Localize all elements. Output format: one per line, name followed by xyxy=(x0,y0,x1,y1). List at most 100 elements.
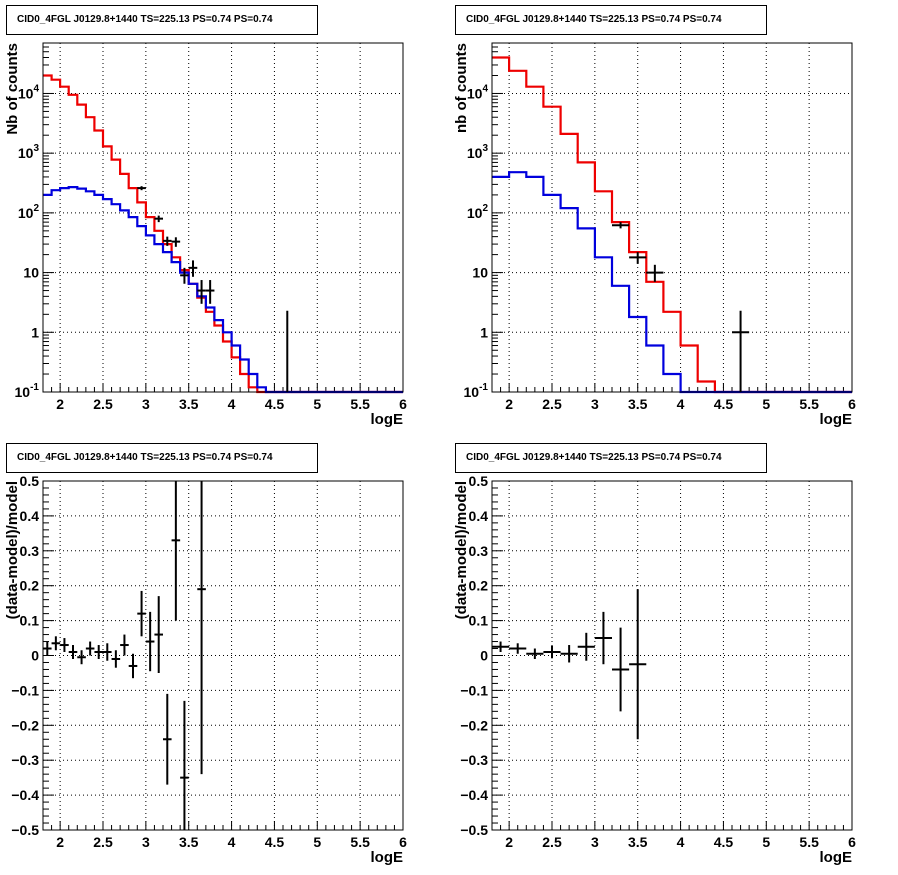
x-tick-label: 4.5 xyxy=(714,396,734,412)
x-tick-label: 5.5 xyxy=(350,834,370,850)
y-tick-label: 1 xyxy=(480,324,488,340)
data-point xyxy=(163,236,172,246)
data-point xyxy=(629,252,647,264)
data-point xyxy=(509,643,527,654)
x-tick-label: 6 xyxy=(848,396,856,412)
y-tick-label: −0.3 xyxy=(460,752,488,768)
x-tick-label: 3 xyxy=(142,834,150,850)
x-tick-label: 5 xyxy=(313,834,321,850)
x-tick-label: 3 xyxy=(591,834,599,850)
y-tick-labels: −0.5 −0.4 −0.3 −0.2 −0.1 0 0.1 0.2 0.3 0.4 0.5 xyxy=(11,473,39,838)
x-axis-label: logE xyxy=(820,849,853,866)
x-tick-label: 2.5 xyxy=(93,834,113,850)
data-point xyxy=(111,650,121,668)
x-tick-label: 6 xyxy=(848,834,856,850)
x-tick-label: 3.5 xyxy=(628,396,648,412)
x-tick-label: 5.5 xyxy=(799,396,819,412)
y-tick-label: −0.2 xyxy=(11,717,39,733)
y-axis-label: (data-model)/model xyxy=(453,481,470,619)
data-point xyxy=(77,650,86,665)
y-tick-label: 0.3 xyxy=(20,543,40,559)
data-point xyxy=(526,648,544,659)
data-point xyxy=(137,590,146,637)
chart-panel-4: 2 2.5 3 3.5 4 4.5 5 5.5 6 −0.5 −0.4 −0.3 −0.2 −0.1 0 0.… xyxy=(453,473,856,866)
data-point xyxy=(145,611,155,672)
x-tick-label: 2 xyxy=(56,396,64,412)
y-axis-label: (data-model)/model xyxy=(4,481,21,619)
y-tick-label: 10 xyxy=(23,265,39,281)
y-tick-label: 0.3 xyxy=(469,543,489,559)
y-tick-label: 103 xyxy=(18,143,40,161)
x-tick-label: 4 xyxy=(228,834,236,850)
x-tick-label: 4.5 xyxy=(265,396,285,412)
data-points xyxy=(137,186,289,392)
data-point xyxy=(171,237,181,247)
data-point xyxy=(612,627,630,712)
y-tick-label: −0.1 xyxy=(11,682,39,698)
y-tick-label: −0.5 xyxy=(460,822,488,838)
data-point xyxy=(180,267,189,284)
data-point xyxy=(85,641,95,656)
data-point xyxy=(94,645,103,659)
x-axis-label: logE xyxy=(371,411,404,428)
y-tick-label: 102 xyxy=(467,203,489,221)
y-tick-label: 1 xyxy=(31,324,39,340)
grid xyxy=(43,43,403,392)
plot-area xyxy=(492,43,852,392)
x-axis-label: logE xyxy=(820,411,853,428)
x-tick-label: 3 xyxy=(142,396,150,412)
x-tick-label: 2 xyxy=(505,396,513,412)
x-tick-label: 2 xyxy=(505,834,513,850)
x-tick-label: 5.5 xyxy=(799,834,819,850)
data-point xyxy=(171,481,181,621)
data-point xyxy=(137,186,146,191)
y-tick-label: 0 xyxy=(480,648,488,664)
y-tick-label: 10-1 xyxy=(464,382,489,400)
x-tick-label: 3.5 xyxy=(179,396,199,412)
y-tick-label: 0.2 xyxy=(469,578,489,594)
data-point xyxy=(732,310,750,392)
data-point xyxy=(205,280,215,304)
x-axis-label: logE xyxy=(371,849,404,866)
x-tick-label: 4 xyxy=(677,834,685,850)
x-tick-label: 5 xyxy=(762,834,770,850)
y-tick-label: 0.4 xyxy=(469,508,489,524)
x-tick-labels: 2 2.5 3 3.5 4 4.5 5 5.5 6 xyxy=(505,396,856,412)
plot-frame xyxy=(42,42,404,393)
y-tick-label: 10 xyxy=(472,265,488,281)
data-points xyxy=(492,589,647,740)
data-points xyxy=(43,481,206,830)
data-point xyxy=(197,280,206,304)
data-point xyxy=(577,632,595,661)
y-tick-label: 102 xyxy=(18,203,40,221)
x-tick-label: 4.5 xyxy=(714,834,734,850)
data-point xyxy=(560,645,578,663)
grid xyxy=(492,481,852,830)
data-point xyxy=(197,481,206,775)
chart-panel-3: 2 2.5 3 3.5 4 4.5 5 5.5 6 −0.5 −0.4 −0.3 −0.2 −0.1 0 0.… xyxy=(4,473,407,866)
x-tick-label: 5 xyxy=(313,396,321,412)
data-point xyxy=(180,700,189,830)
chart-title-3: CID0_4FGL J0129.8+1440 TS=225.13 PS=0.74… xyxy=(6,443,318,473)
y-tick-label: −0.3 xyxy=(11,752,39,768)
chart-title-1: CID0_4FGL J0129.8+1440 TS=225.13 PS=0.74… xyxy=(6,5,318,35)
y-tick-label: 0 xyxy=(31,648,39,664)
y-axis-label: Nb of counts xyxy=(4,43,21,135)
x-tick-label: 4.5 xyxy=(265,834,285,850)
y-tick-label: 10-1 xyxy=(15,382,40,400)
chart-title-2: CID0_4FGL J0129.8+1440 TS=225.13 PS=0.74… xyxy=(455,5,767,35)
x-tick-label: 2.5 xyxy=(542,396,562,412)
data-point xyxy=(68,645,78,659)
y-axis-label: nb of counts xyxy=(453,43,470,133)
y-tick-labels: 10-1 1 10 102 103 104 xyxy=(464,83,489,400)
x-tick-label: 4 xyxy=(228,396,236,412)
plot-frame xyxy=(491,42,853,393)
y-tick-label: −0.4 xyxy=(11,787,39,803)
plot-frame xyxy=(491,480,853,831)
x-tick-label: 2.5 xyxy=(93,396,113,412)
chart-title-4: CID0_4FGL J0129.8+1440 TS=225.13 PS=0.74… xyxy=(455,443,767,473)
chart-panel-2: 2 2.5 3 3.5 4 4.5 5 5.5 6 10-1 1 10 102 103 104 logE nb … xyxy=(453,42,856,428)
y-tick-label: 104 xyxy=(467,83,489,101)
data-points xyxy=(612,222,750,392)
